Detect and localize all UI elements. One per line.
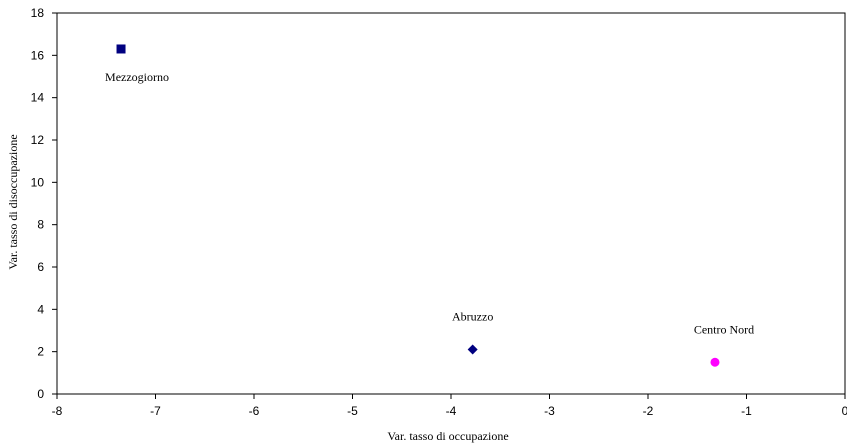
x-tick-label: -8 — [52, 404, 63, 418]
y-tick-label: 14 — [31, 91, 45, 105]
point-centro-nord — [710, 357, 720, 367]
y-tick-label: 12 — [31, 133, 45, 147]
y-tick-label: 0 — [37, 387, 44, 401]
point-mezzogiorno — [116, 44, 126, 54]
data-points — [116, 44, 720, 367]
tick-labels: 0 2 4 6 8 10 12 14 16 18 -8 -7 -6 -5 -4 -3 -2 -1 0 — [31, 6, 847, 418]
plot-frame — [56, 12, 846, 395]
x-tick-label: -1 — [741, 404, 752, 418]
y-tick-label: 18 — [31, 6, 45, 20]
x-tick-label: -5 — [347, 404, 358, 418]
point-labels: Mezzogiorno Abruzzo Centro Nord — [105, 70, 754, 336]
x-tick-label: -2 — [643, 404, 654, 418]
point-label-centro-nord: Centro Nord — [694, 322, 754, 336]
y-tick-label: 10 — [31, 175, 45, 189]
y-tick-label: 2 — [37, 345, 44, 359]
x-axis-title: Var. tasso di occupazione — [387, 429, 508, 443]
x-tick-label: -4 — [446, 404, 457, 418]
point-abruzzo — [467, 344, 478, 355]
x-tick-label: 0 — [842, 404, 847, 418]
x-tick-label: -3 — [544, 404, 555, 418]
point-label-mezzogiorno: Mezzogiorno — [105, 70, 169, 84]
y-tick-label: 16 — [31, 48, 45, 62]
y-tick-label: 4 — [37, 302, 44, 316]
x-tick-label: -6 — [249, 404, 260, 418]
y-tick-label: 8 — [37, 218, 44, 232]
y-axis-title: Var. tasso di disoccupazione — [6, 134, 20, 269]
point-label-abruzzo: Abruzzo — [452, 310, 493, 324]
x-tick-label: -7 — [150, 404, 161, 418]
axes — [52, 12, 846, 399]
y-tick-label: 6 — [37, 260, 44, 274]
